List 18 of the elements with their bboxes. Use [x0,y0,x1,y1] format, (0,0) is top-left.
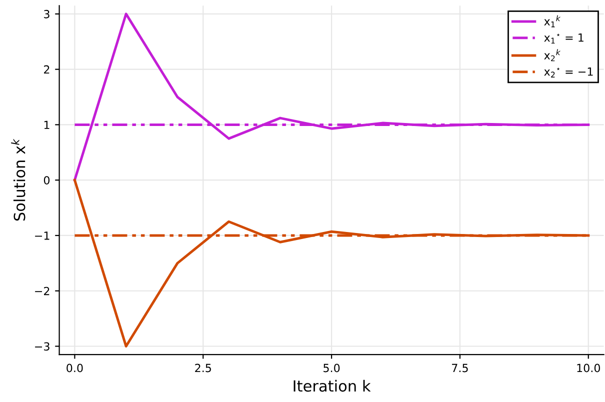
x-tick-label: 5.0 [324,364,340,372]
x-tick-label: 7.5 [452,364,468,372]
x-tick-label: 0.0 [66,364,83,372]
legend-label: x$_{2}$$^{⋆}$ = −1 [544,67,593,78]
legend-label: x$_{1}$$^{⋆}$ = 1 [544,33,584,44]
y-tick-label: 1 [44,120,50,129]
y-axis-title: Solution x$^{k}$ [11,138,26,221]
y-tick-label: −2 [35,286,50,296]
x-tick-label: 2.5 [195,364,211,372]
y-tick-label: 3 [44,10,50,18]
y-tick-label: −3 [35,342,50,351]
x-axis-title: Iteration k [294,380,371,392]
y-tick-label: −1 [35,232,50,240]
y-tick-label: 0 [44,176,50,184]
legend-label: x$_{1}$$^{k}$ [544,15,561,28]
legend-label: x$_{2}$$^{k}$ [544,49,561,62]
x-tick-label: 10.0 [577,364,600,372]
y-tick-label: 2 [44,65,50,74]
